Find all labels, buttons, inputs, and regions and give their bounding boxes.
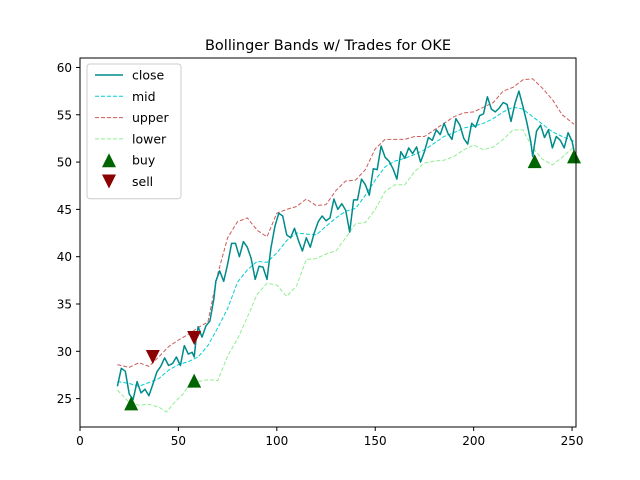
legend-label-sell: sell xyxy=(132,174,153,189)
y-tick-label: 50 xyxy=(57,156,72,170)
series-mid-line xyxy=(117,106,575,387)
buy-marker xyxy=(567,149,582,164)
series-upper-line xyxy=(117,78,575,368)
sell-marker xyxy=(145,349,160,364)
legend: close mid upper lower buy sell xyxy=(86,63,182,200)
series-close-line xyxy=(116,90,575,401)
series-lower-line xyxy=(117,129,575,413)
legend-label-upper: upper xyxy=(132,110,169,125)
plot-area xyxy=(116,78,582,413)
legend-label-lower: lower xyxy=(132,131,167,146)
y-tick-label: 60 xyxy=(57,61,72,75)
legend-swatch-buy xyxy=(102,153,116,168)
buy-marker xyxy=(124,396,139,411)
x-tick-label: 250 xyxy=(561,434,584,448)
legend-label-close: close xyxy=(132,68,165,83)
x-tick-label: 50 xyxy=(171,434,186,448)
x-tick-label: 0 xyxy=(76,434,84,448)
x-tick-label: 150 xyxy=(364,434,387,448)
y-tick-label: 25 xyxy=(57,392,72,406)
y-tick-label: 55 xyxy=(57,108,72,122)
legend-label-mid: mid xyxy=(132,89,156,104)
axes-frame xyxy=(79,57,577,428)
y-tick-label: 30 xyxy=(57,345,72,359)
buy-marker xyxy=(187,373,202,388)
chart-title: Bollinger Bands w/ Trades for OKE xyxy=(205,38,451,54)
y-tick-label: 35 xyxy=(57,298,72,312)
buy-marker xyxy=(527,154,542,169)
y-tick-label: 45 xyxy=(57,203,72,217)
sell-marker xyxy=(187,331,202,346)
axis-ticks: 0 50 100 150 200 250 25 30 35 40 45 50 55 60 xyxy=(57,61,584,448)
legend-swatch-sell xyxy=(102,174,116,189)
x-tick-label: 200 xyxy=(462,434,485,448)
x-tick-label: 100 xyxy=(265,434,288,448)
legend-label-buy: buy xyxy=(132,153,156,168)
y-tick-label: 40 xyxy=(57,250,72,264)
